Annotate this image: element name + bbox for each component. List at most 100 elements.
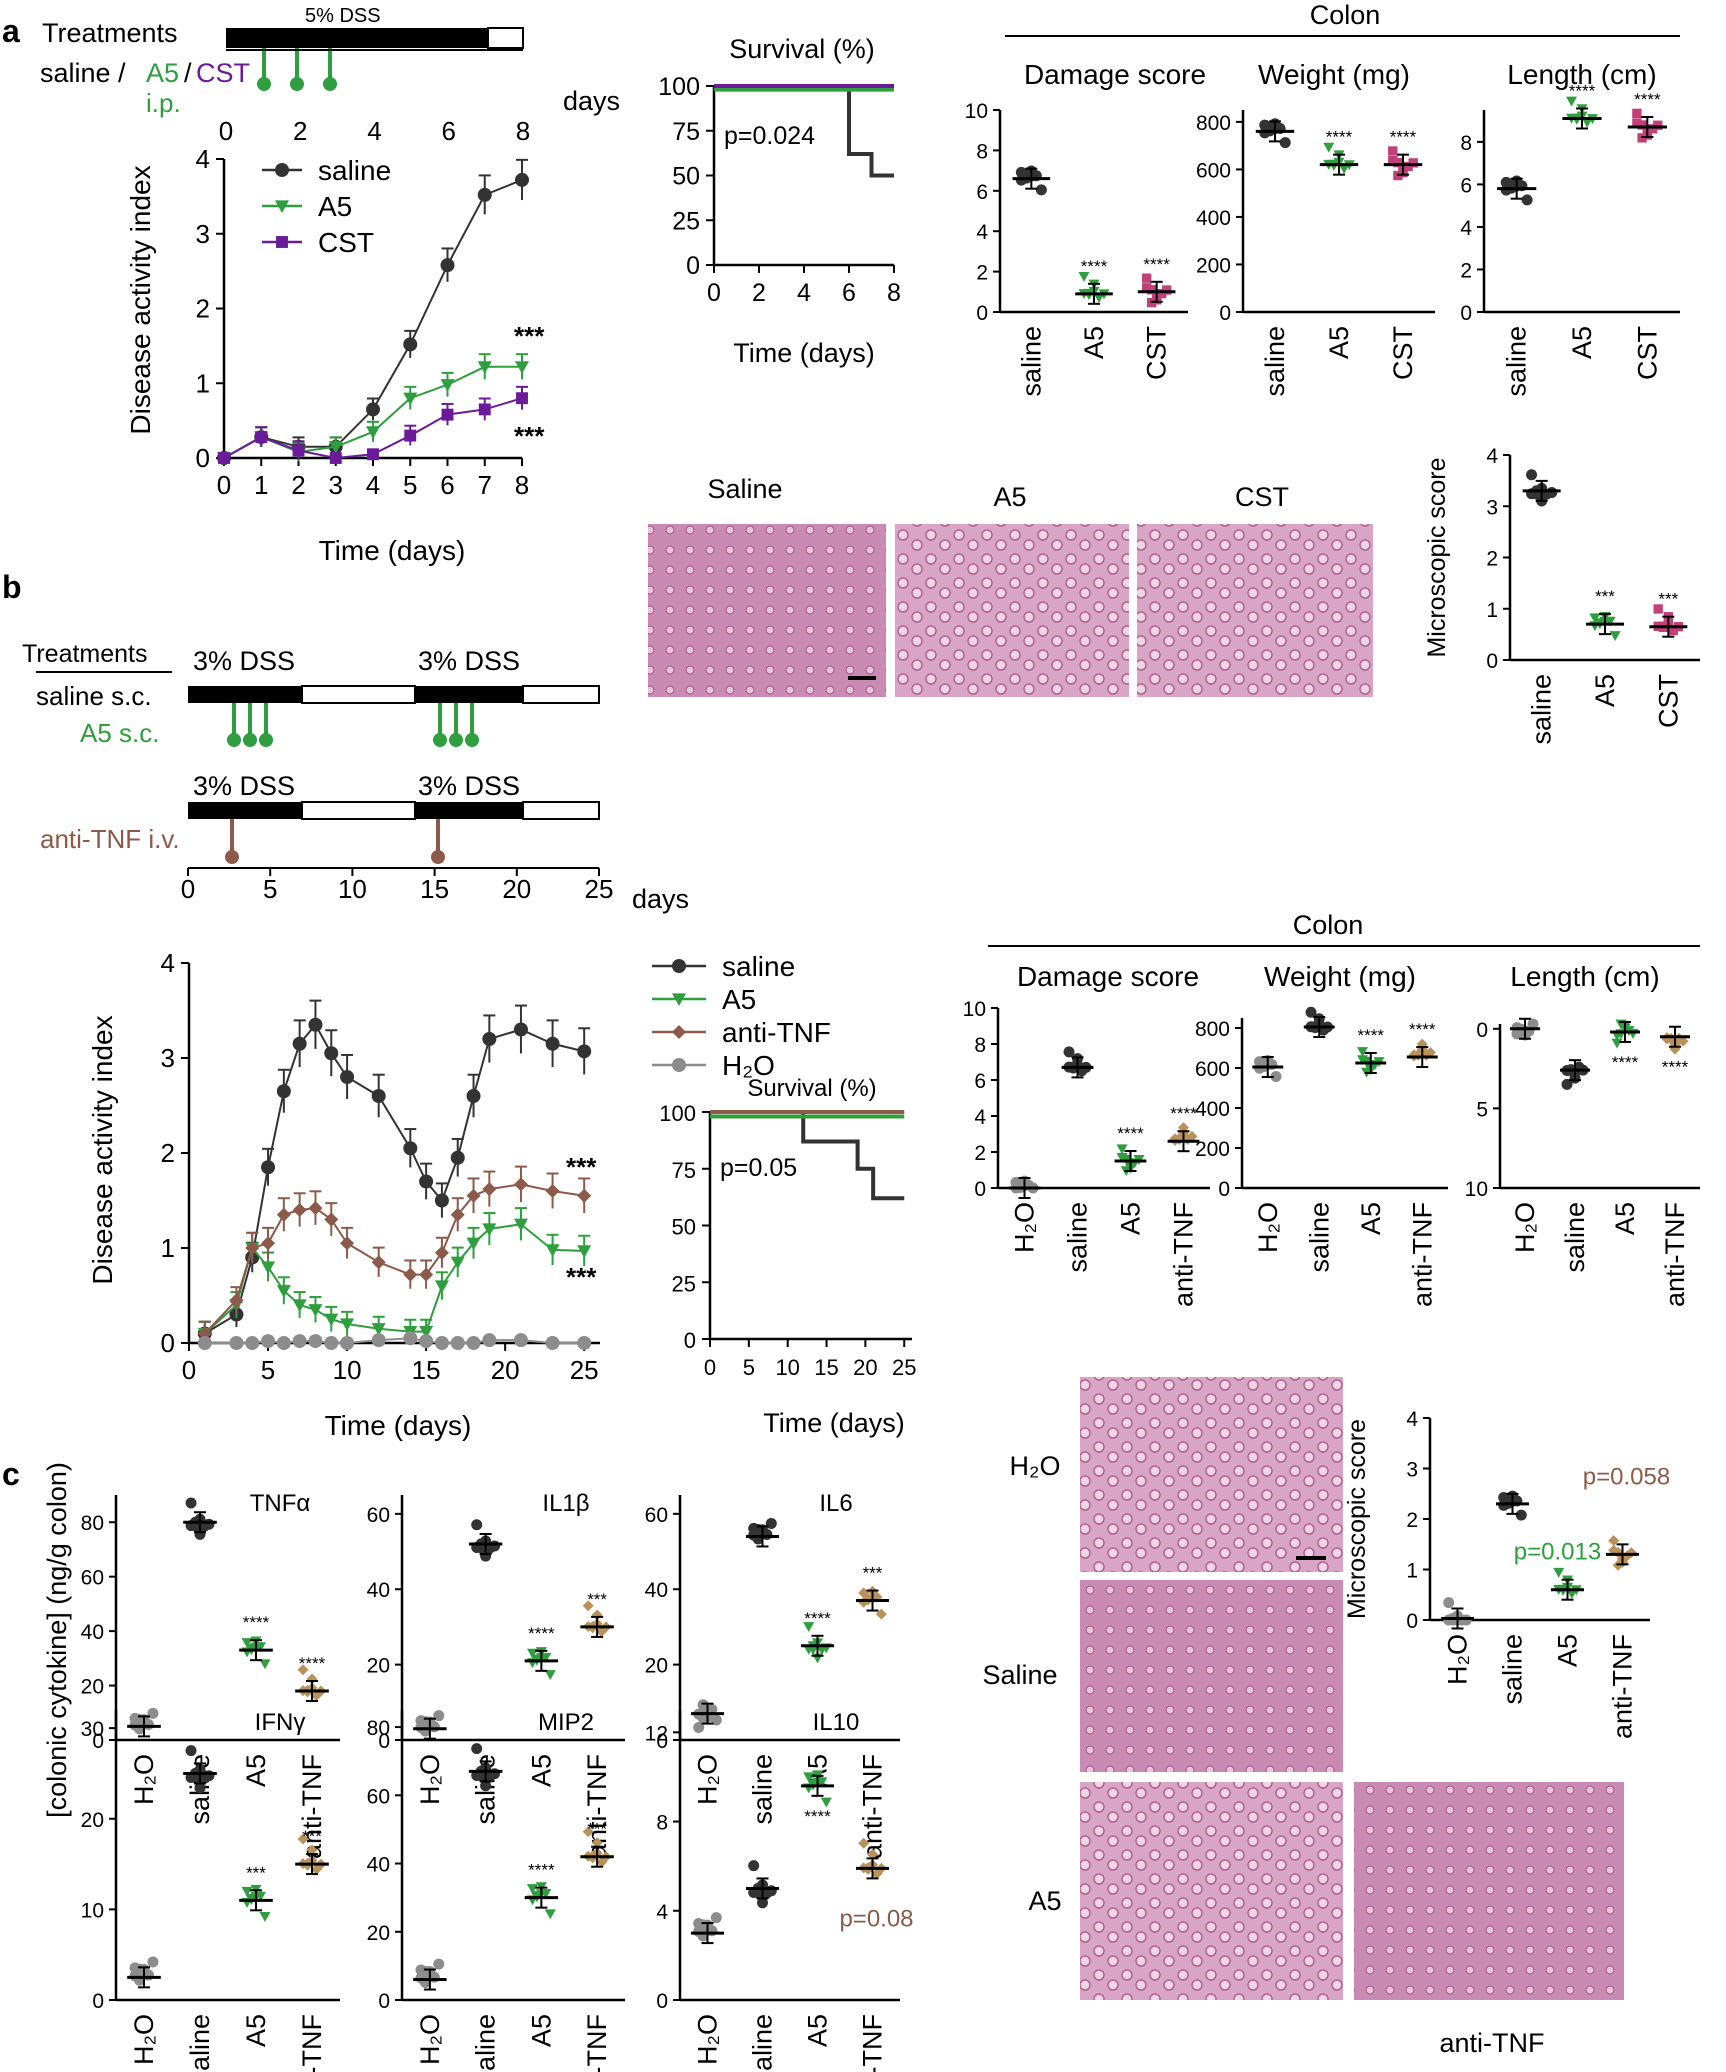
data-point-saline [366, 402, 380, 417]
y-tick-label: 1 [196, 368, 210, 398]
data-point-A5 [246, 1893, 258, 1904]
data-point-saline [1035, 184, 1047, 196]
legend-marker [275, 163, 289, 177]
b-dai-chart: 0 1 2 3 4 0 5 10 15 20 25 Disease activity index Tim… [87, 948, 600, 1441]
significance-stars: **** [1569, 82, 1596, 101]
b-length-chart: 0 5 10 Length (cm) H₂O saline **** A5 **** anti-T… [1465, 961, 1700, 1307]
data-point-saline [308, 1017, 323, 1032]
data-point-anti-TNF [419, 1267, 434, 1282]
c-il10-chart: 0 4 8 12 IL10 H₂O saline **** A5 p=0.08 anti-TNF [645, 1709, 914, 2072]
data-point-A5 [477, 361, 492, 374]
y-tick-label: 0 [656, 1730, 668, 1753]
data-point-A5 [816, 1777, 828, 1788]
data-point-saline [1063, 1046, 1075, 1058]
category-label: saline [1016, 326, 1046, 397]
y-tick-label: 600 [1196, 159, 1231, 182]
data-point-H₂O [245, 1336, 260, 1350]
b-dss-label-3: 3% DSS [193, 771, 295, 801]
significance-stars: *** [587, 1820, 607, 1839]
significance-stars: **** [299, 1654, 326, 1673]
a-survival-xlabel: Time (days) [733, 338, 875, 368]
b-survival-p: p=0.05 [720, 1154, 797, 1182]
category-label: CST [1388, 326, 1418, 380]
data-point-anti-TNF [867, 1848, 878, 1860]
y-tick-label: 60 [367, 1504, 390, 1527]
y-tick-label: 100 [658, 73, 700, 101]
data-point-anti-TNF [1677, 1035, 1689, 1047]
category-label: CST [1632, 326, 1662, 380]
data-point-H₂O [147, 1956, 159, 1968]
data-point-saline [185, 1497, 197, 1509]
y-tick-label: 0 [92, 1990, 104, 2013]
y-tick-label: 20 [367, 1922, 390, 1945]
y-tick-label: 100 [659, 1101, 696, 1126]
a-days-label: days [563, 86, 620, 116]
data-point-saline [1561, 1078, 1573, 1090]
data-point-H₂O [229, 1336, 244, 1350]
significance-stars: **** [1634, 90, 1661, 109]
y-tick-label: 60 [367, 1785, 390, 1808]
category-label: H₂O [693, 2014, 723, 2065]
data-point-A5 [540, 1652, 552, 1663]
data-point-H₂O [513, 1333, 528, 1348]
data-point-A5 [450, 1256, 465, 1270]
data-point-anti-TNF [292, 1203, 307, 1217]
data-point-saline [765, 1517, 777, 1529]
x-tick-label: 15 [412, 1355, 441, 1385]
c-ylabel: [colonic cytokine] (ng/g colon) [42, 1462, 72, 1818]
data-point-H₂O [371, 1333, 386, 1348]
category-label: saline [1304, 1202, 1334, 1273]
data-point-anti-TNF [858, 1837, 870, 1849]
data-point-saline [475, 1770, 487, 1782]
legend-label: saline [318, 155, 391, 186]
y-tick-label: 4 [656, 1901, 668, 1924]
significance-stars: *** [1595, 587, 1615, 606]
y-tick-label: 0 [1218, 1178, 1230, 1201]
legend-label: H₂O [722, 1050, 775, 1081]
legend-marker [672, 993, 686, 1006]
data-point-A5 [308, 1304, 323, 1317]
day-tick-label: 20 [502, 874, 531, 904]
c-mip2-chart: 0 20 40 60 80 MIP2 H₂O saline **** A5 *** anti-TNF [367, 1709, 625, 2072]
data-point-CST [1141, 283, 1152, 293]
significance-stars: **** [804, 1807, 831, 1826]
y-tick-label: 8 [1460, 132, 1472, 155]
a-survival-title: Survival (%) [729, 34, 875, 64]
day-tick-label: 8 [516, 116, 530, 146]
data-point-CST [1162, 285, 1172, 295]
category-label: A5 [526, 2014, 556, 2047]
data-point-A5 [531, 1891, 543, 1902]
data-point-H₂O [482, 1333, 497, 1348]
data-point-saline [450, 1150, 465, 1165]
y-tick-label: 400 [1195, 1098, 1230, 1121]
data-point-CST [1632, 118, 1642, 128]
data-point-CST [441, 408, 454, 421]
data-point-A5 [259, 1659, 271, 1670]
y-tick-label: 50 [672, 1215, 696, 1240]
chart-title: IL1β [542, 1490, 589, 1517]
series-line-A5 [204, 1223, 585, 1335]
data-point-H₂O [710, 1912, 722, 1924]
y-tick-label: 2 [1486, 548, 1498, 571]
y-tick-label: 2 [976, 262, 988, 285]
a-histology: Saline A5 CST [648, 474, 1373, 697]
data-point-saline [489, 1540, 501, 1552]
category-label: saline [1260, 326, 1290, 397]
data-point-A5 [820, 1797, 832, 1808]
a-dai-xlabel: Time (days) [319, 535, 466, 566]
data-point-A5 [1093, 293, 1105, 304]
data-point-H₂O [545, 1336, 560, 1350]
data-point-CST [516, 392, 528, 405]
data-point-saline [276, 1084, 291, 1099]
a-treat-slash: / [184, 58, 192, 88]
x-tick-label: 10 [333, 1355, 362, 1385]
data-point-saline [190, 1772, 202, 1784]
significance-stars: **** [1390, 128, 1417, 147]
y-tick-label: 40 [81, 1621, 104, 1644]
b-hist-label-antitnf: anti-TNF [1439, 2028, 1544, 2058]
a-microscopic-chart: 0 1 2 3 4 Microscopic score saline *** A5 *** CST [1423, 445, 1700, 745]
significance-stars: **** [1662, 1058, 1689, 1077]
